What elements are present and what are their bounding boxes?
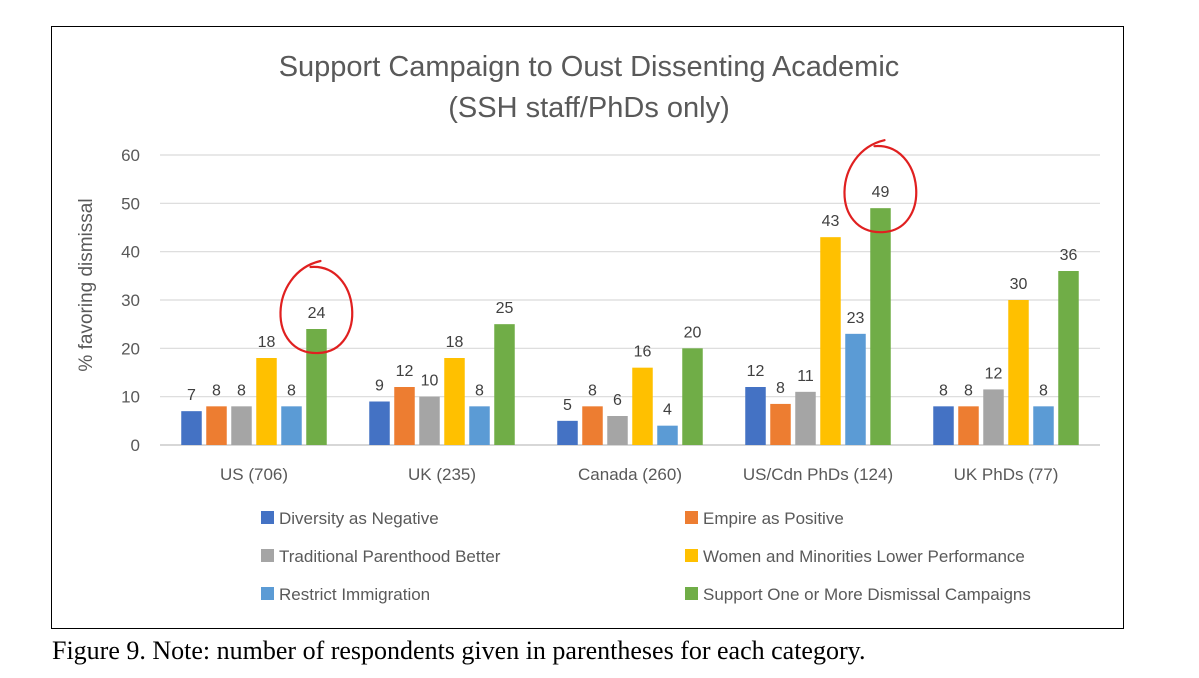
data-label: 18: [258, 334, 276, 351]
data-label: 30: [1010, 276, 1028, 293]
data-label: 8: [237, 382, 246, 399]
bar: [557, 420, 578, 445]
data-label: 8: [939, 382, 948, 399]
bar: [1033, 406, 1054, 445]
data-label: 25: [496, 300, 514, 317]
bar: [206, 406, 227, 445]
x-tick-labels: US (706) UK (235) Canada (260) US/Cdn PhDs …: [220, 465, 1058, 484]
bar: [181, 411, 202, 445]
legend-label: Traditional Parenthood Better: [279, 547, 501, 566]
legend-swatch: [685, 549, 698, 562]
bar: [494, 324, 515, 445]
y-tick-label: 20: [121, 339, 140, 358]
bar: [369, 401, 390, 445]
data-label: 9: [375, 378, 384, 395]
bar: [469, 406, 490, 445]
bar: [983, 389, 1004, 445]
legend-label: Support One or More Dismissal Campaigns: [703, 585, 1031, 604]
annotations: [279, 139, 918, 355]
legend-label: Empire as Positive: [703, 509, 844, 528]
bar: [820, 237, 841, 445]
figure-caption: Figure 9. Note: number of respondents gi…: [52, 636, 866, 665]
x-tick-label: Canada (260): [578, 465, 682, 484]
x-tick-label: US/Cdn PhDs (124): [743, 465, 893, 484]
data-label: 7: [187, 387, 196, 404]
data-label: 16: [634, 344, 652, 361]
bar: [582, 406, 603, 445]
bar: [933, 406, 954, 445]
data-label: 20: [684, 324, 702, 341]
legend-label: Diversity as Negative: [279, 509, 439, 528]
data-label: 4: [663, 402, 672, 419]
data-label: 24: [308, 305, 326, 322]
data-label: 8: [287, 382, 296, 399]
y-tick-label: 50: [121, 194, 140, 213]
legend-swatch: [685, 587, 698, 600]
data-label: 11: [797, 368, 814, 385]
bar: [870, 208, 891, 445]
annotation-circle: [279, 259, 354, 355]
y-axis-label: % favoring dismissal: [76, 198, 97, 371]
bar: [1058, 271, 1079, 445]
x-tick-label: US (706): [220, 465, 288, 484]
annotation-circle: [843, 139, 918, 234]
bar: [745, 387, 766, 445]
bar: [682, 348, 703, 445]
legend-swatch: [685, 511, 698, 524]
bar: [770, 403, 791, 445]
data-label: 8: [475, 382, 484, 399]
data-label: 6: [613, 392, 622, 409]
data-label: 43: [822, 213, 840, 230]
x-tick-label: UK PhDs (77): [954, 465, 1059, 484]
chart-subtitle: (SSH staff/PhDs only): [448, 92, 730, 124]
data-label: 8: [1039, 382, 1048, 399]
data-label: 23: [847, 310, 865, 327]
bar: [256, 358, 277, 445]
bar: [444, 358, 465, 445]
bar: [1008, 300, 1029, 445]
y-tick-label: 30: [121, 291, 140, 310]
legend-swatch: [261, 511, 274, 524]
data-label: 18: [446, 334, 464, 351]
data-label: 12: [985, 365, 1003, 382]
bar: [281, 406, 302, 445]
data-label: 36: [1060, 247, 1078, 264]
bar: [795, 391, 816, 445]
bar: [306, 329, 327, 445]
y-tick-label: 0: [131, 436, 140, 455]
bar: [394, 387, 415, 445]
bar: [845, 333, 866, 445]
bar: [419, 396, 440, 445]
data-label: 10: [421, 373, 439, 390]
legend: Diversity as Negative Empire as Positive T…: [261, 509, 1031, 604]
legend-swatch: [261, 587, 274, 600]
y-tick-label: 10: [121, 388, 140, 407]
data-label: 8: [212, 382, 221, 399]
legend-label: Restrict Immigration: [279, 585, 430, 604]
y-tick-label: 60: [121, 146, 140, 165]
bars: [181, 208, 1079, 445]
bar: [231, 406, 252, 445]
chart-title: Support Campaign to Oust Dissenting Acad…: [279, 51, 900, 83]
data-label: 12: [396, 363, 414, 380]
data-label: 8: [588, 382, 597, 399]
data-label: 12: [747, 363, 765, 380]
bar: [607, 416, 628, 445]
data-label: 5: [563, 397, 572, 414]
chart-frame: [51, 26, 1124, 629]
bar: [632, 367, 653, 445]
bar: [657, 425, 678, 445]
bar: [958, 406, 979, 445]
legend-label: Women and Minorities Lower Performance: [703, 547, 1025, 566]
data-label: 49: [872, 184, 890, 201]
legend-swatch: [261, 549, 274, 562]
data-label: 8: [964, 382, 973, 399]
x-tick-label: UK (235): [408, 465, 476, 484]
y-tick-label: 40: [121, 243, 140, 262]
data-label: 8: [776, 380, 785, 397]
